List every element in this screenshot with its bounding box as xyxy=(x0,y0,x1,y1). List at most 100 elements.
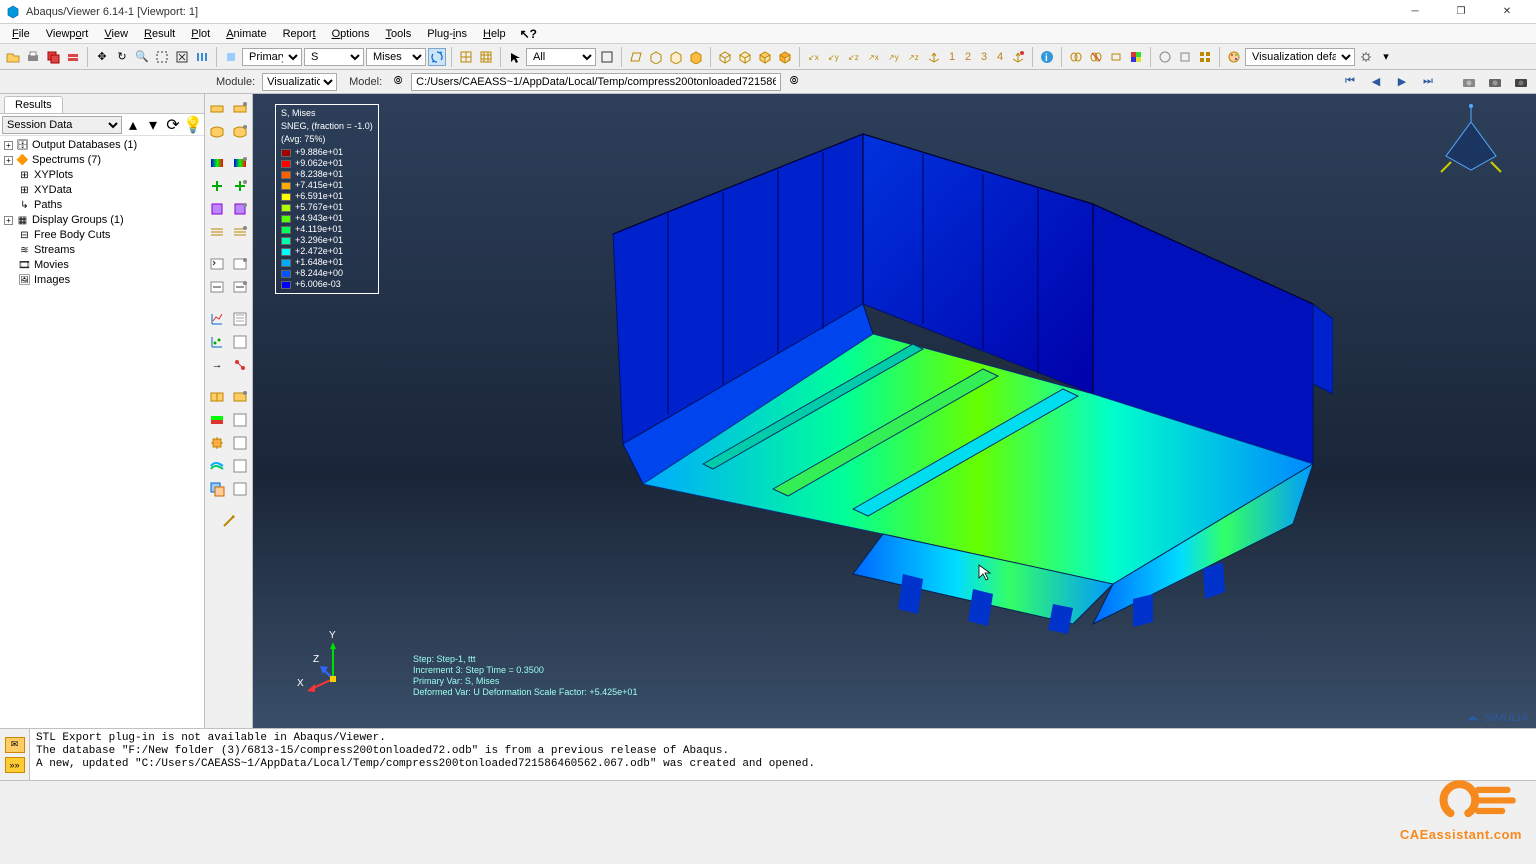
menu-help[interactable]: Help xyxy=(475,26,514,42)
menu-animate[interactable]: Animate xyxy=(218,26,274,42)
open-icon[interactable] xyxy=(4,48,22,66)
csys-z-icon[interactable]: ↙z xyxy=(845,48,863,66)
display-group-mgr-icon[interactable] xyxy=(230,387,250,407)
prev-frame-icon[interactable]: ◀ xyxy=(1366,73,1386,91)
rotate-icon[interactable]: ↻ xyxy=(113,48,131,66)
freebody-icon[interactable] xyxy=(207,433,227,453)
dropdown-caret-icon[interactable]: ▾ xyxy=(1377,48,1395,66)
field-create-icon[interactable] xyxy=(219,511,239,531)
xy-opts-icon[interactable] xyxy=(230,309,250,329)
animate-scale-icon[interactable] xyxy=(207,254,227,274)
cli-icon[interactable]: »» xyxy=(5,757,25,773)
selection-icon[interactable] xyxy=(598,48,616,66)
info-icon[interactable]: i xyxy=(1038,48,1056,66)
tree-down-icon[interactable]: ▾ xyxy=(144,116,162,134)
tree-node[interactable]: ⊞XYPlots xyxy=(4,168,200,183)
sync-icon[interactable] xyxy=(428,48,446,66)
tree-node[interactable]: ⊞XYData xyxy=(4,183,200,198)
box4-icon[interactable] xyxy=(776,48,794,66)
overlay-icon[interactable] xyxy=(207,479,227,499)
stack-icon[interactable] xyxy=(64,48,82,66)
vis-defaults-select[interactable]: Visualization defaults xyxy=(1245,48,1355,66)
view-orientation-triad[interactable] xyxy=(1436,104,1506,189)
view-cut-mgr-icon[interactable] xyxy=(230,410,250,430)
cube1-icon[interactable] xyxy=(1156,48,1174,66)
maximize-button[interactable]: ❐ xyxy=(1438,0,1484,24)
contour-opts-icon[interactable] xyxy=(230,153,250,173)
plot-def-icon[interactable] xyxy=(207,121,227,141)
csys-x-icon[interactable]: ↙x xyxy=(805,48,823,66)
tree-node[interactable]: +🗄Output Databases (1) xyxy=(4,138,200,153)
link2-icon[interactable] xyxy=(1087,48,1105,66)
symbol-icon[interactable] xyxy=(207,176,227,196)
variable-select[interactable]: S xyxy=(304,48,364,66)
select-arrow-icon[interactable] xyxy=(506,48,524,66)
layers2-icon[interactable] xyxy=(1196,48,1214,66)
cycle-views-icon[interactable] xyxy=(193,48,211,66)
perspective-icon[interactable] xyxy=(627,48,645,66)
viewport[interactable]: S, Mises SNEG, (fraction = -1.0) (Avg: 7… xyxy=(253,94,1536,728)
display-group-icon[interactable] xyxy=(207,387,227,407)
camera2-icon[interactable] xyxy=(1486,73,1506,91)
symbol-opts-icon[interactable] xyxy=(230,176,250,196)
ply-icon[interactable] xyxy=(207,222,227,242)
tree-expander-icon[interactable]: + xyxy=(4,156,13,165)
csys-sel-icon[interactable] xyxy=(925,48,943,66)
view-4[interactable]: 4 xyxy=(993,51,1007,63)
session-data-select[interactable]: Session Data xyxy=(2,116,122,134)
material-icon[interactable] xyxy=(207,199,227,219)
stream-icon[interactable] xyxy=(207,456,227,476)
zoom-icon[interactable]: 🔍 xyxy=(133,48,151,66)
tree-expander-icon[interactable]: + xyxy=(4,141,13,150)
last-frame-icon[interactable]: ⏭ xyxy=(1418,73,1438,91)
menu-view[interactable]: View xyxy=(96,26,136,42)
csys-y-icon[interactable]: ↙y xyxy=(825,48,843,66)
render-wire-icon[interactable] xyxy=(647,48,665,66)
freebody-mgr-icon[interactable] xyxy=(230,433,250,453)
pan-icon[interactable]: ✥ xyxy=(93,48,111,66)
plot-undef-opts-icon[interactable] xyxy=(230,98,250,118)
csys-x2-icon[interactable]: ↗x xyxy=(865,48,883,66)
palette-icon[interactable] xyxy=(1225,48,1243,66)
overlay-mgr-icon[interactable] xyxy=(230,479,250,499)
link1-icon[interactable] xyxy=(1067,48,1085,66)
model-nav2-icon[interactable]: ⦾ xyxy=(785,73,803,91)
invariant-select[interactable]: Mises xyxy=(366,48,426,66)
csys-z2-icon[interactable]: ↗z xyxy=(905,48,923,66)
tree-node[interactable]: 🖼Images xyxy=(4,273,200,288)
probe-icon[interactable] xyxy=(230,355,250,375)
first-frame-icon[interactable]: ⏮ xyxy=(1340,73,1360,91)
animate-time-opts-icon[interactable] xyxy=(230,277,250,297)
tree-expander-icon[interactable]: + xyxy=(4,216,13,225)
path-icon[interactable]: → xyxy=(207,355,227,375)
menu-report[interactable]: Report xyxy=(275,26,324,42)
animate-time-icon[interactable] xyxy=(207,277,227,297)
tree-node[interactable]: ≋Streams xyxy=(4,243,200,258)
model-nav-icon[interactable]: ⦾ xyxy=(389,73,407,91)
camera1-icon[interactable] xyxy=(1460,73,1480,91)
grid2-icon[interactable] xyxy=(477,48,495,66)
menu-viewport[interactable]: Viewport xyxy=(38,26,97,42)
tree-up-icon[interactable]: ▴ xyxy=(124,116,142,134)
view-cut-icon[interactable] xyxy=(207,410,227,430)
menu-plugins[interactable]: Plug-ins xyxy=(419,26,475,42)
module-select[interactable]: Visualization xyxy=(262,73,337,91)
camera3-icon[interactable] xyxy=(1512,73,1532,91)
view-1[interactable]: 1 xyxy=(945,51,959,63)
menu-options[interactable]: Options xyxy=(324,26,378,42)
close-button[interactable]: ✕ xyxy=(1484,0,1530,24)
color-icon[interactable] xyxy=(1127,48,1145,66)
render-hidden-icon[interactable] xyxy=(667,48,685,66)
animate-opts-icon[interactable] xyxy=(230,254,250,274)
menu-tools[interactable]: Tools xyxy=(378,26,420,42)
variable-type-select[interactable]: Primary xyxy=(242,48,302,66)
box3-icon[interactable] xyxy=(756,48,774,66)
plot-def-opts-icon[interactable] xyxy=(230,121,250,141)
plot-undef-icon[interactable] xyxy=(207,98,227,118)
ply-opts-icon[interactable] xyxy=(230,222,250,242)
zoom-box-icon[interactable] xyxy=(153,48,171,66)
tree-bulb-icon[interactable]: 💡 xyxy=(184,116,202,134)
csys-y2-icon[interactable]: ↗y xyxy=(885,48,903,66)
menu-result[interactable]: Result xyxy=(136,26,183,42)
selectable-select[interactable]: All xyxy=(526,48,596,66)
